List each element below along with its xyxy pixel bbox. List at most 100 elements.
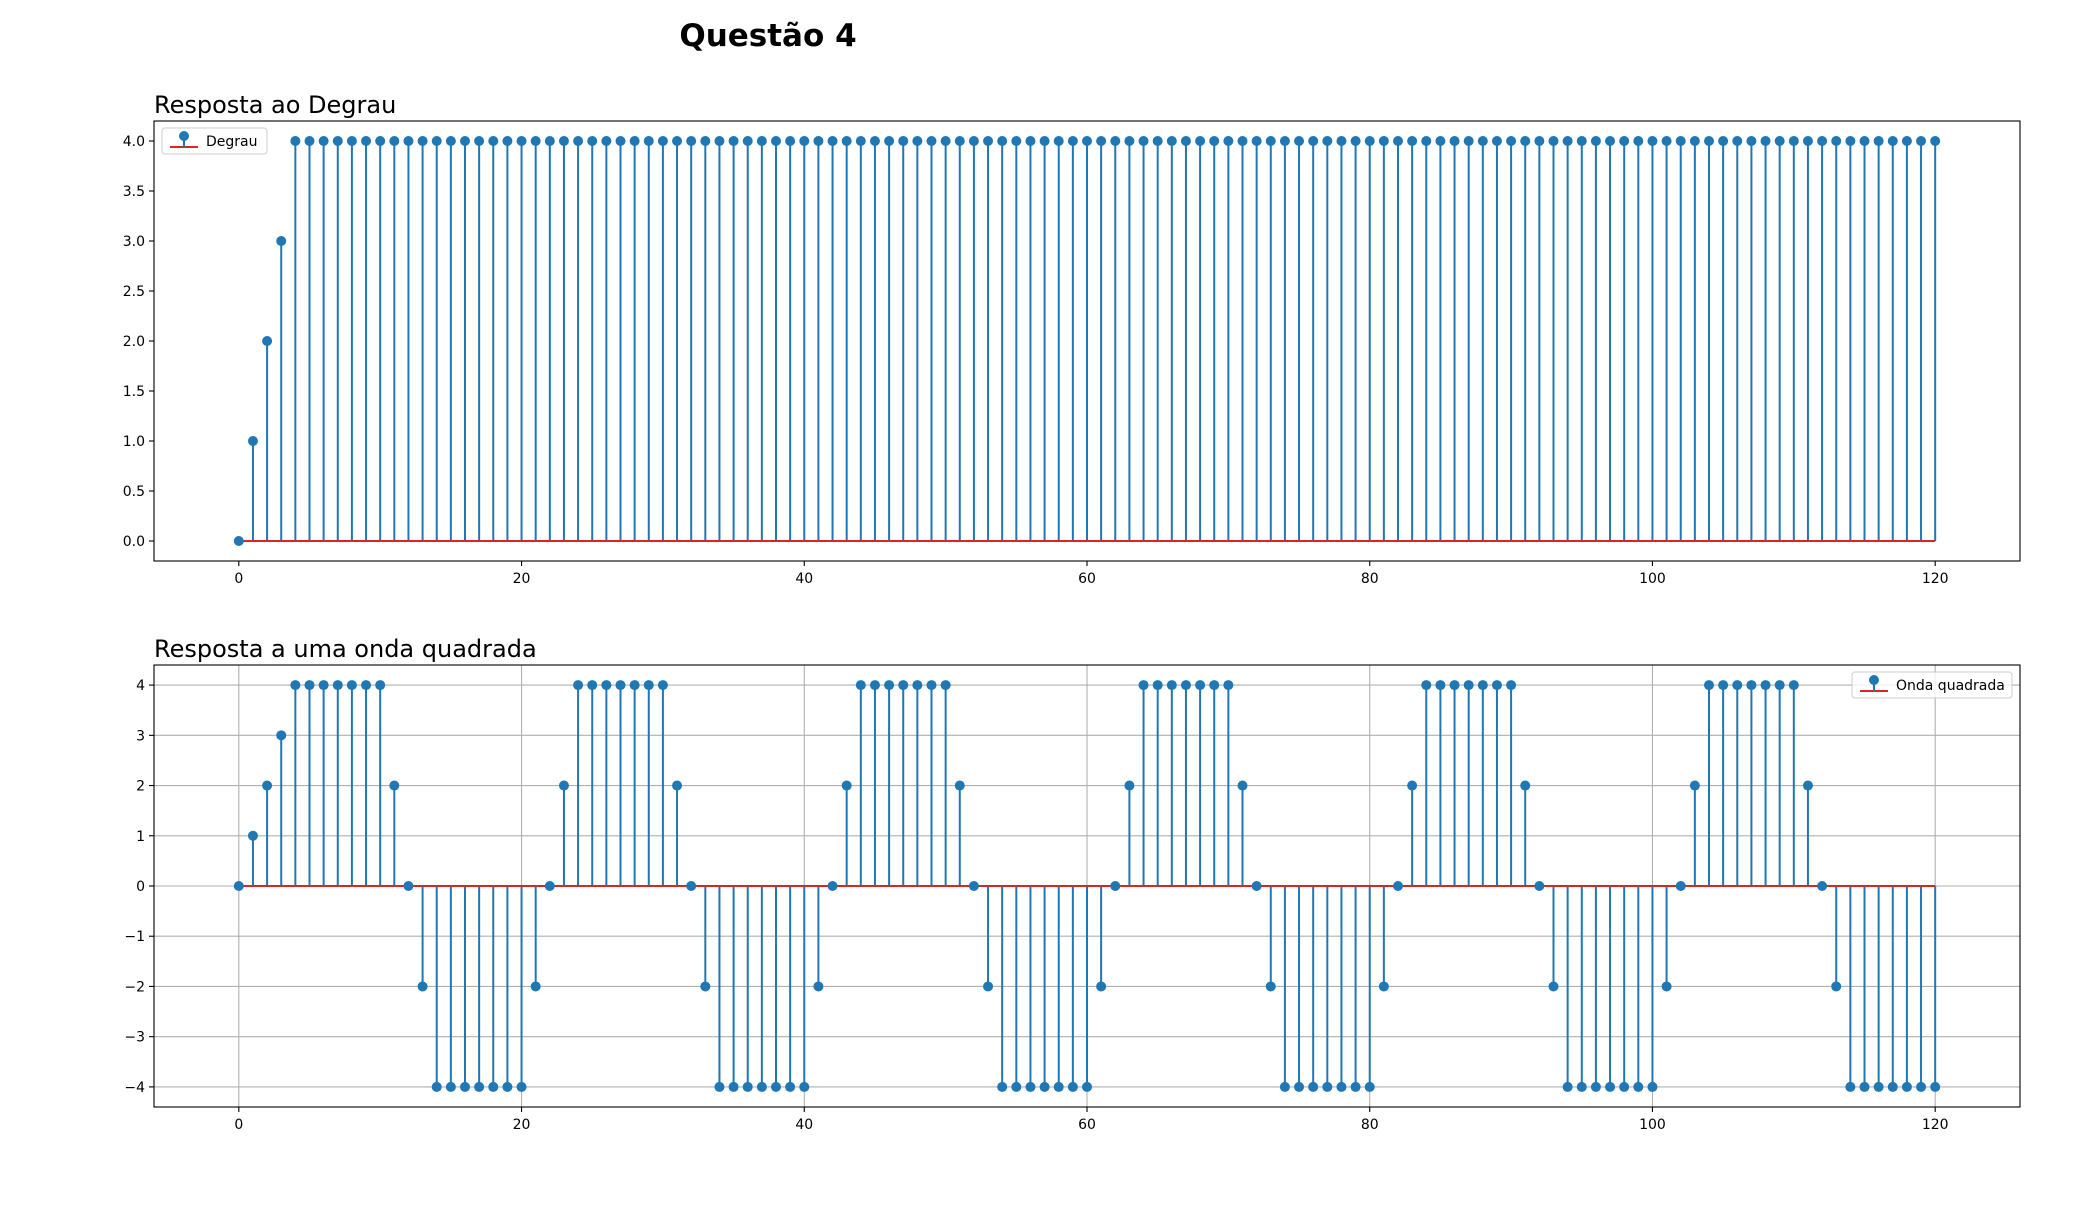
step-data-point	[290, 136, 301, 146]
square-data-point	[1067, 1081, 1078, 1092]
step-data-point	[460, 136, 470, 146]
step-legend-label: Degrau	[206, 134, 258, 150]
step-x-tick-label: 0	[234, 571, 243, 587]
step-data-point	[1704, 136, 1714, 146]
square-data-point	[262, 780, 273, 791]
square-data-point	[1859, 1081, 1870, 1092]
square-data-point	[1011, 1081, 1022, 1092]
step-data-point	[417, 136, 428, 146]
step-data-point	[1619, 136, 1630, 146]
square-data-point	[1506, 680, 1517, 691]
square-data-point	[516, 1081, 527, 1092]
step-data-point	[672, 136, 683, 146]
square-data-point	[827, 881, 838, 891]
step-y-tick-label: 0.0	[123, 534, 145, 550]
step-data-point	[686, 136, 697, 146]
step-data-point	[643, 136, 654, 146]
square-data-point	[1251, 881, 1262, 891]
step-data-point	[1491, 136, 1502, 146]
step-data-point	[1237, 136, 1248, 146]
step-data-point	[1633, 136, 1644, 146]
step-data-point	[233, 536, 244, 546]
step-data-point	[304, 136, 315, 146]
step-data-point	[813, 136, 824, 146]
step-y-tick-label: 2.0	[123, 334, 145, 350]
step-stems	[251, 141, 1937, 541]
square-data-point	[304, 680, 315, 691]
step-legend-marker-swatch	[179, 131, 189, 141]
step-data-point	[1647, 136, 1658, 146]
step-data-point	[474, 136, 485, 146]
step-data-point	[1916, 136, 1927, 146]
square-data-point	[869, 680, 880, 691]
step-data-point	[247, 436, 258, 446]
square-data-point	[445, 1081, 456, 1092]
square-data-point	[1265, 981, 1276, 992]
step-data-point	[1421, 136, 1432, 146]
step-markers	[233, 136, 1941, 546]
step-data-point	[1322, 136, 1333, 146]
square-data-point	[431, 1081, 442, 1092]
step-y-tick-label: 4.0	[123, 134, 145, 150]
square-data-point	[968, 881, 979, 891]
step-data-point	[1124, 136, 1135, 146]
step-y-tick-label: 0.5	[123, 484, 145, 500]
square-data-point	[1689, 780, 1700, 791]
square-data-point	[1152, 680, 1163, 691]
square-data-point	[1364, 1081, 1375, 1092]
step-data-point	[771, 136, 781, 146]
step-data-point	[1350, 136, 1361, 146]
square-data-point	[785, 1081, 796, 1092]
square-data-point	[389, 780, 400, 791]
square-data-point	[403, 881, 414, 891]
square-data-point	[898, 680, 909, 691]
square-data-point	[530, 981, 541, 992]
step-data-point	[544, 136, 555, 146]
step-data-point	[841, 136, 852, 146]
square-y-tick-label: 4	[136, 678, 145, 694]
square-data-point	[1477, 680, 1488, 691]
square-data-point	[1463, 680, 1474, 691]
step-data-point	[1661, 136, 1672, 146]
square-legend-label: Onda quadrada	[1896, 678, 2005, 694]
square-x-tick-label: 0	[234, 1117, 243, 1133]
step-legend: Degrau	[161, 127, 268, 155]
step-data-point	[997, 136, 1008, 146]
step-data-point	[1463, 136, 1474, 146]
step-data-point	[1760, 136, 1771, 146]
square-data-point	[375, 680, 386, 691]
square-data-point	[1746, 680, 1757, 691]
square-data-point	[1491, 680, 1502, 691]
step-x-tick-label: 100	[1639, 571, 1666, 587]
step-data-point	[756, 136, 767, 146]
square-data-point	[1407, 780, 1418, 791]
square-y-tick-label: 3	[136, 728, 145, 744]
step-data-point	[1534, 136, 1545, 146]
step-data-point	[1138, 136, 1149, 146]
square-x-tick-label: 80	[1361, 1117, 1379, 1133]
step-data-point	[1195, 136, 1206, 146]
square-data-point	[615, 680, 626, 691]
square-stems	[251, 685, 1937, 1087]
step-data-point	[855, 136, 866, 146]
step-data-point	[912, 136, 923, 146]
step-data-point	[983, 136, 994, 146]
square-data-point	[474, 1081, 485, 1092]
square-data-point	[1180, 680, 1191, 691]
step-data-point	[488, 136, 499, 146]
square-data-point	[247, 830, 258, 841]
step-data-point	[1831, 136, 1842, 146]
square-data-point	[799, 1081, 810, 1092]
step-data-point	[1506, 136, 1517, 146]
square-data-point	[771, 1081, 781, 1092]
square-data-point	[276, 730, 287, 741]
step-x-tick-label: 40	[795, 571, 813, 587]
square-data-point	[1520, 780, 1531, 791]
square-data-point	[1237, 780, 1248, 791]
square-data-point	[544, 881, 555, 891]
step-data-point	[1393, 136, 1403, 146]
step-axes-title: Resposta ao Degrau	[154, 91, 396, 119]
